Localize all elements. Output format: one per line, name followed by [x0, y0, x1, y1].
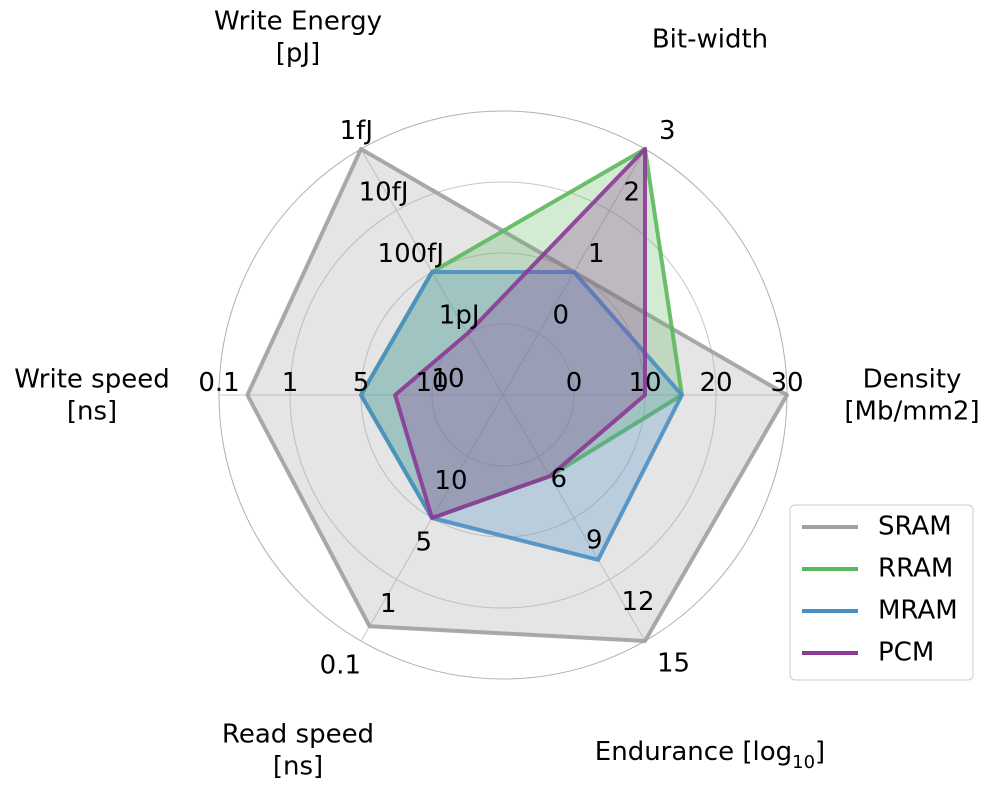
spoke-line	[502, 394, 646, 642]
axis-title: Write Energy	[214, 7, 382, 37]
axis-title: [ns]	[273, 752, 323, 782]
tick-labels: 0 10 20 300123101pJ100fJ10fJ1fJ10510.110510…	[198, 116, 803, 680]
tick-label: 5	[353, 368, 370, 398]
tick-label: 10	[628, 368, 661, 398]
legend-frame	[789, 504, 974, 681]
legend-label: MRAM	[878, 596, 958, 626]
series-mram-fill	[361, 272, 682, 560]
tick-label: 10fJ	[359, 178, 409, 208]
series-sram-fill	[247, 149, 787, 641]
tick-label: 0	[566, 368, 583, 398]
axis-title: Bit-width	[652, 25, 768, 55]
axis-title: Write speed	[14, 365, 169, 395]
series-pcm-line	[393, 147, 647, 520]
series-rram-fill	[361, 149, 682, 518]
tick-label: 2	[624, 178, 641, 208]
tick-label: 3	[659, 116, 676, 146]
axis-titles: Density[Mb/mm2] Bit-width Write Energy[pJ]…	[14, 7, 979, 782]
tick-label: 0	[553, 301, 570, 331]
tick-label: 15	[657, 648, 690, 678]
tick-label: 0.1	[320, 650, 361, 680]
axis-title: Density	[863, 365, 962, 395]
tick-label: 10	[415, 368, 448, 398]
tick-label: 1	[588, 239, 605, 269]
tick-label: 12	[622, 587, 655, 617]
legend-label: RRAM	[878, 554, 953, 584]
axis-title: [ns]	[67, 397, 117, 427]
legend-label: SRAM	[878, 512, 952, 542]
axis-title: Read speed	[222, 720, 374, 750]
axis-title: [Mb/mm2]	[844, 397, 979, 427]
axis-title: [pJ]	[276, 39, 320, 69]
tick-label: 10	[431, 364, 464, 394]
axis-title: Endurance [log10]	[595, 737, 825, 773]
tick-label: 1	[282, 368, 299, 398]
tick-label: 1	[380, 589, 397, 619]
legend: SRAM RRAM MRAM PCM	[789, 504, 974, 681]
tick-label: 100fJ	[378, 239, 444, 269]
tick-label: 30	[770, 368, 803, 398]
series-pcm-fill	[395, 149, 645, 518]
tick-label: 1fJ	[340, 116, 373, 146]
tick-label: 1pJ	[439, 301, 480, 331]
tick-label: 20	[699, 368, 732, 398]
tick-label: 10	[434, 466, 467, 496]
radar-series	[245, 147, 789, 643]
tick-label: 0.1	[198, 368, 239, 398]
legend-label: PCM	[878, 638, 934, 668]
series-mram-line	[359, 270, 684, 562]
tick-label: 9	[586, 525, 603, 555]
tick-label: 6	[551, 464, 568, 494]
tick-label: 5	[415, 527, 432, 557]
